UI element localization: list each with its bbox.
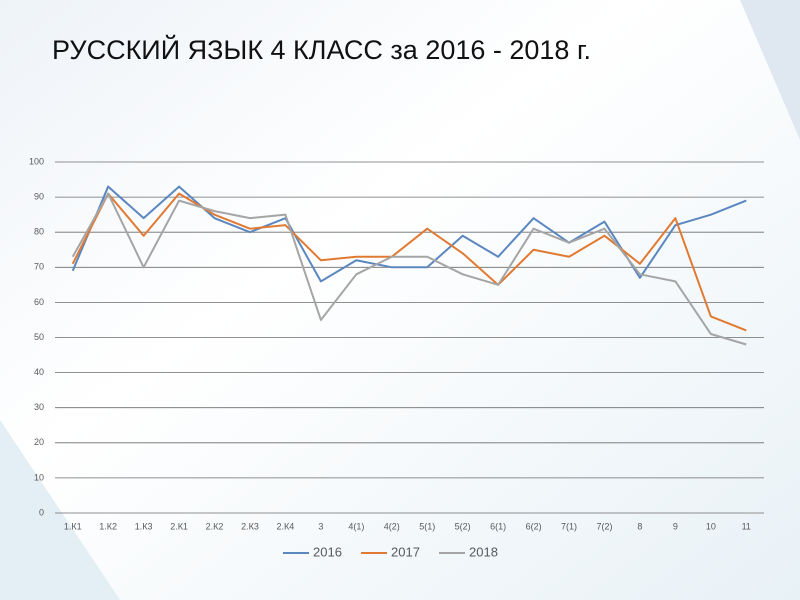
x-tick-label: 11 — [742, 521, 751, 531]
x-tick-label: 10 — [706, 521, 716, 531]
x-tick-label: 5(1) — [419, 521, 435, 531]
y-tick-label: 10 — [34, 472, 44, 482]
decoration — [0, 420, 120, 600]
y-tick-label: 100 — [29, 156, 44, 166]
y-tick-label: 80 — [34, 227, 44, 237]
x-tick-label: 5(2) — [455, 521, 471, 531]
data-line — [71, 192, 747, 346]
x-tick-label: 6(1) — [490, 521, 506, 531]
legend-label: 2016 — [313, 544, 342, 559]
data-line — [71, 192, 747, 332]
x-tick-label: 3 — [318, 521, 323, 531]
decoration — [740, 0, 800, 140]
y-tick-label: 70 — [34, 262, 44, 272]
x-tick-label: 8 — [637, 521, 642, 531]
x-tick-label: 6(2) — [526, 521, 542, 531]
x-tick-label: 1.К1 — [64, 521, 82, 531]
x-tick-label: 7(1) — [561, 521, 577, 531]
x-tick-label: 2.К4 — [277, 521, 295, 531]
x-tick-label: 4(2) — [384, 521, 400, 531]
x-tick-label: 9 — [673, 521, 678, 531]
y-tick-label: 0 — [39, 507, 44, 517]
chart-title: РУССКИЙ ЯЗЫК 4 КЛАСС за 2016 - 2018 г. — [52, 34, 591, 65]
y-tick-label: 40 — [34, 367, 44, 377]
legend-label: 2017 — [391, 544, 420, 559]
y-tick-label: 30 — [34, 402, 44, 412]
data-line — [71, 185, 747, 283]
y-tick-label: 50 — [34, 332, 44, 342]
x-tick-label: 2.К1 — [170, 521, 188, 531]
y-tick-label: 20 — [34, 437, 44, 447]
y-tick-label: 90 — [34, 191, 44, 201]
legend-label: 2018 — [469, 544, 498, 559]
x-tick-label: 1.К2 — [99, 521, 117, 531]
x-tick-label: 2.К2 — [206, 521, 224, 531]
x-tick-label: 1.К3 — [135, 521, 153, 531]
x-tick-label: 4(1) — [348, 521, 364, 531]
x-tick-label: 7(2) — [596, 521, 612, 531]
y-tick-label: 60 — [34, 297, 44, 307]
x-tick-label: 2.К3 — [241, 521, 259, 531]
